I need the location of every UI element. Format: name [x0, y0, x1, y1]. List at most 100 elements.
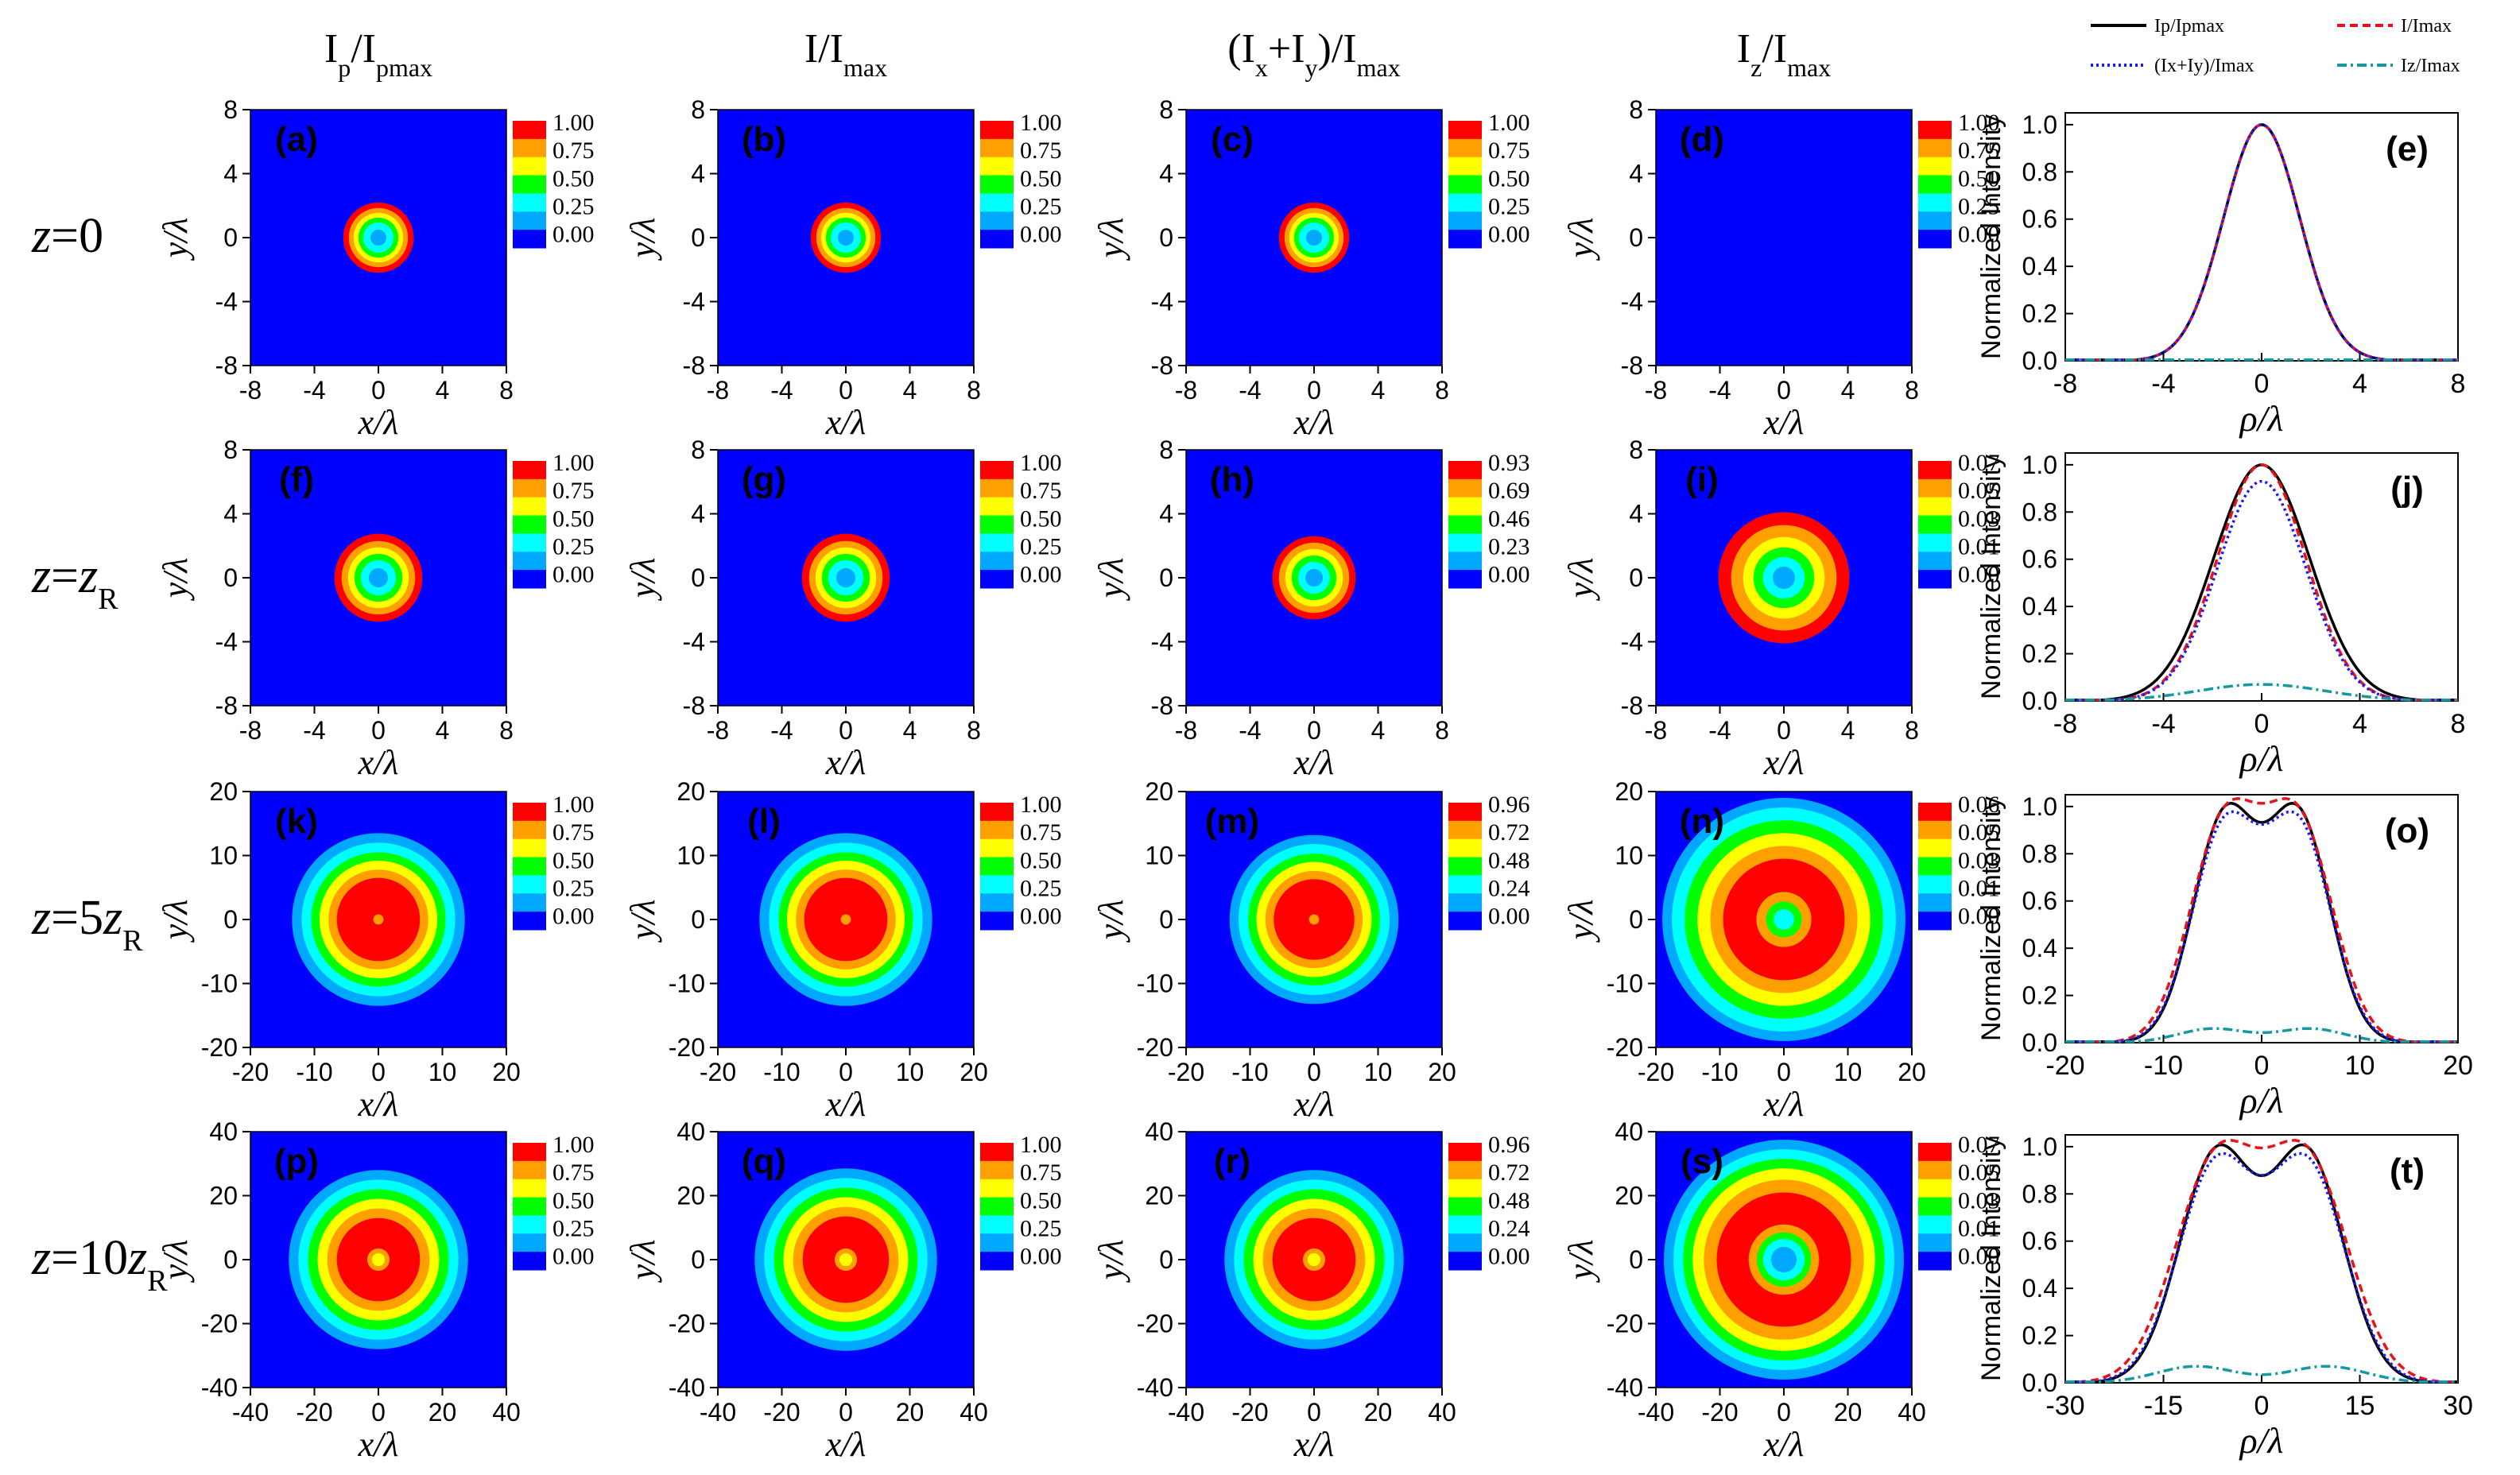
y-axis-label: y/λ	[623, 218, 662, 261]
profile-curve	[2065, 479, 2458, 702]
y-tick-label: 40	[1615, 1117, 1643, 1146]
y-tick-label: 20	[1145, 1182, 1173, 1210]
colorbar-label: 1.00	[552, 1132, 595, 1158]
y-tick-label: 0	[1159, 905, 1173, 934]
colorbar-label: 0.01	[1958, 533, 2000, 559]
colorbar-segment	[513, 552, 546, 571]
x-tick-label: -8	[1645, 376, 1667, 405]
colorbar-label: 0.03	[1958, 1187, 2000, 1214]
x-tick-label: 0	[2254, 709, 2270, 739]
colorbar-segment	[513, 515, 546, 534]
x-tick-label: 4	[1841, 376, 1855, 405]
colorbar-segment	[1448, 1197, 1482, 1216]
profile-frame	[2064, 794, 2459, 1043]
colorbar-segment	[513, 1215, 546, 1234]
x-tick-label: 10	[428, 1058, 457, 1086]
heatmap-panel: -20-20 -10 -10 0 0 10 10 20 20 x/λ y/λ 0.060.050.03…	[1561, 777, 2000, 1124]
colorbar-label: 0.01	[1958, 1215, 2000, 1241]
y-tick-label: 40	[209, 1117, 238, 1146]
x-tick-label: 0	[371, 1398, 386, 1427]
colorbar-segment	[1448, 1179, 1482, 1198]
colorbar-segment	[1918, 533, 1952, 552]
y-tick-label: -8	[1151, 691, 1173, 720]
colorbar-segment	[513, 138, 546, 158]
colorbar-segment	[513, 820, 546, 840]
y-tick-label: -10	[669, 970, 705, 998]
y-tick-label: 0	[1629, 223, 1643, 252]
colorbar-segment	[1918, 893, 1952, 912]
colorbar-label: 0.00	[552, 222, 595, 248]
x-tick-label: 8	[1905, 716, 1919, 745]
colorbar-label: 0.00	[1020, 222, 1062, 248]
y-tick-label: 20	[1145, 777, 1173, 806]
y-tick-label: 20	[677, 1182, 705, 1210]
intensity-ring	[1308, 914, 1320, 925]
y-tick-label: -8	[1621, 691, 1643, 720]
colorbar-label: 0.75	[552, 137, 595, 164]
colorbar-segment	[1918, 1179, 1952, 1198]
colorbar-label: 0.25	[1020, 875, 1062, 901]
colorbar-segment	[980, 193, 1014, 212]
y-tick-label: -20	[669, 1310, 705, 1338]
x-tick-label: 8	[1435, 376, 1449, 405]
colorbar-segment	[1918, 211, 1952, 230]
y-tick-label: 40	[1145, 1117, 1173, 1146]
colorbar-segment	[980, 461, 1014, 480]
colorbar-segment	[513, 1233, 546, 1252]
x-tick-label: -10	[763, 1058, 800, 1086]
colorbar-segment	[1918, 157, 1952, 176]
y-tick-label: 8	[1159, 95, 1173, 124]
colorbar-segment	[980, 515, 1014, 534]
colorbar-segment	[1448, 1215, 1482, 1234]
colorbar-label: 1.00	[552, 450, 595, 476]
panel-label: (p)	[274, 1142, 319, 1181]
colorbar-label: 0.03	[1958, 505, 2000, 532]
y-axis-label: y/λ	[156, 218, 195, 261]
x-axis-label: x/λ	[825, 743, 866, 782]
colorbar-segment	[1448, 497, 1482, 517]
x-tick-label: 0	[1307, 1058, 1321, 1086]
x-tick-label: -20	[763, 1398, 800, 1427]
colorbar-label: 0.05	[1958, 819, 2000, 846]
colorbar-segment	[1918, 497, 1952, 517]
colorbar-segment	[980, 838, 1014, 858]
colorbar-segment	[980, 857, 1014, 876]
panel-label: (j)	[2390, 470, 2424, 509]
colorbar-label: 0.75	[552, 819, 595, 846]
y-tick-label: 0.0	[2022, 687, 2057, 715]
y-tick-label: 0.2	[2022, 981, 2057, 1010]
colorbar-segment	[980, 1215, 1014, 1234]
y-tick-label: 4	[691, 160, 705, 188]
colorbar-label: 0.00	[552, 562, 595, 588]
heatmap-panel: -40-40 -20 -20 0 0 20 20 40 40 x/λ y/λ 1.000.750.50…	[623, 1117, 1062, 1464]
colorbar-segment	[1918, 1143, 1952, 1162]
x-tick-label: -20	[1638, 1058, 1674, 1086]
colorbar-label: 0.75	[1020, 478, 1062, 504]
colorbar-segment	[980, 211, 1014, 230]
column-title: I/Imax	[804, 26, 887, 82]
x-tick-label: -8	[1645, 716, 1667, 745]
column-title: (Ix+Iy)/Imax	[1227, 26, 1400, 82]
x-tick-label: 0	[1777, 716, 1791, 745]
x-tick-label: -10	[296, 1058, 332, 1086]
profile-curve	[2065, 1152, 2458, 1384]
y-tick-label: -4	[683, 628, 705, 656]
colorbar-label: 0.75	[1488, 137, 1530, 164]
x-tick-label: 20	[1364, 1398, 1393, 1427]
x-tick-label: 20	[428, 1398, 457, 1427]
intensity-ring	[368, 567, 389, 588]
y-tick-label: 0.2	[2022, 640, 2057, 668]
y-tick-label: 0.2	[2022, 300, 2057, 328]
y-axis-label: Normalized Intensity	[1976, 455, 2006, 699]
colorbar-segment	[513, 803, 546, 822]
colorbar-label: 0.25	[552, 533, 595, 559]
panel-label: (m)	[1205, 802, 1259, 841]
x-tick-label: 30	[2443, 1391, 2473, 1421]
x-tick-label: 4	[1841, 716, 1855, 745]
heatmap-panel: -8-8 -4 -4 0 0 4 4 8 8 x/λ y/λ 1.000.750.500.25 0.00	[623, 436, 1062, 782]
x-tick-label: -4	[1708, 376, 1731, 405]
colorbar-label: 0.75	[1020, 1159, 1062, 1186]
colorbar-label: 1.00	[1958, 110, 2000, 136]
heatmap-panel: -20-20 -10 -10 0 0 10 10 20 20 x/λ y/λ 1.000.750.50…	[623, 777, 1062, 1124]
colorbar-segment	[980, 820, 1014, 840]
